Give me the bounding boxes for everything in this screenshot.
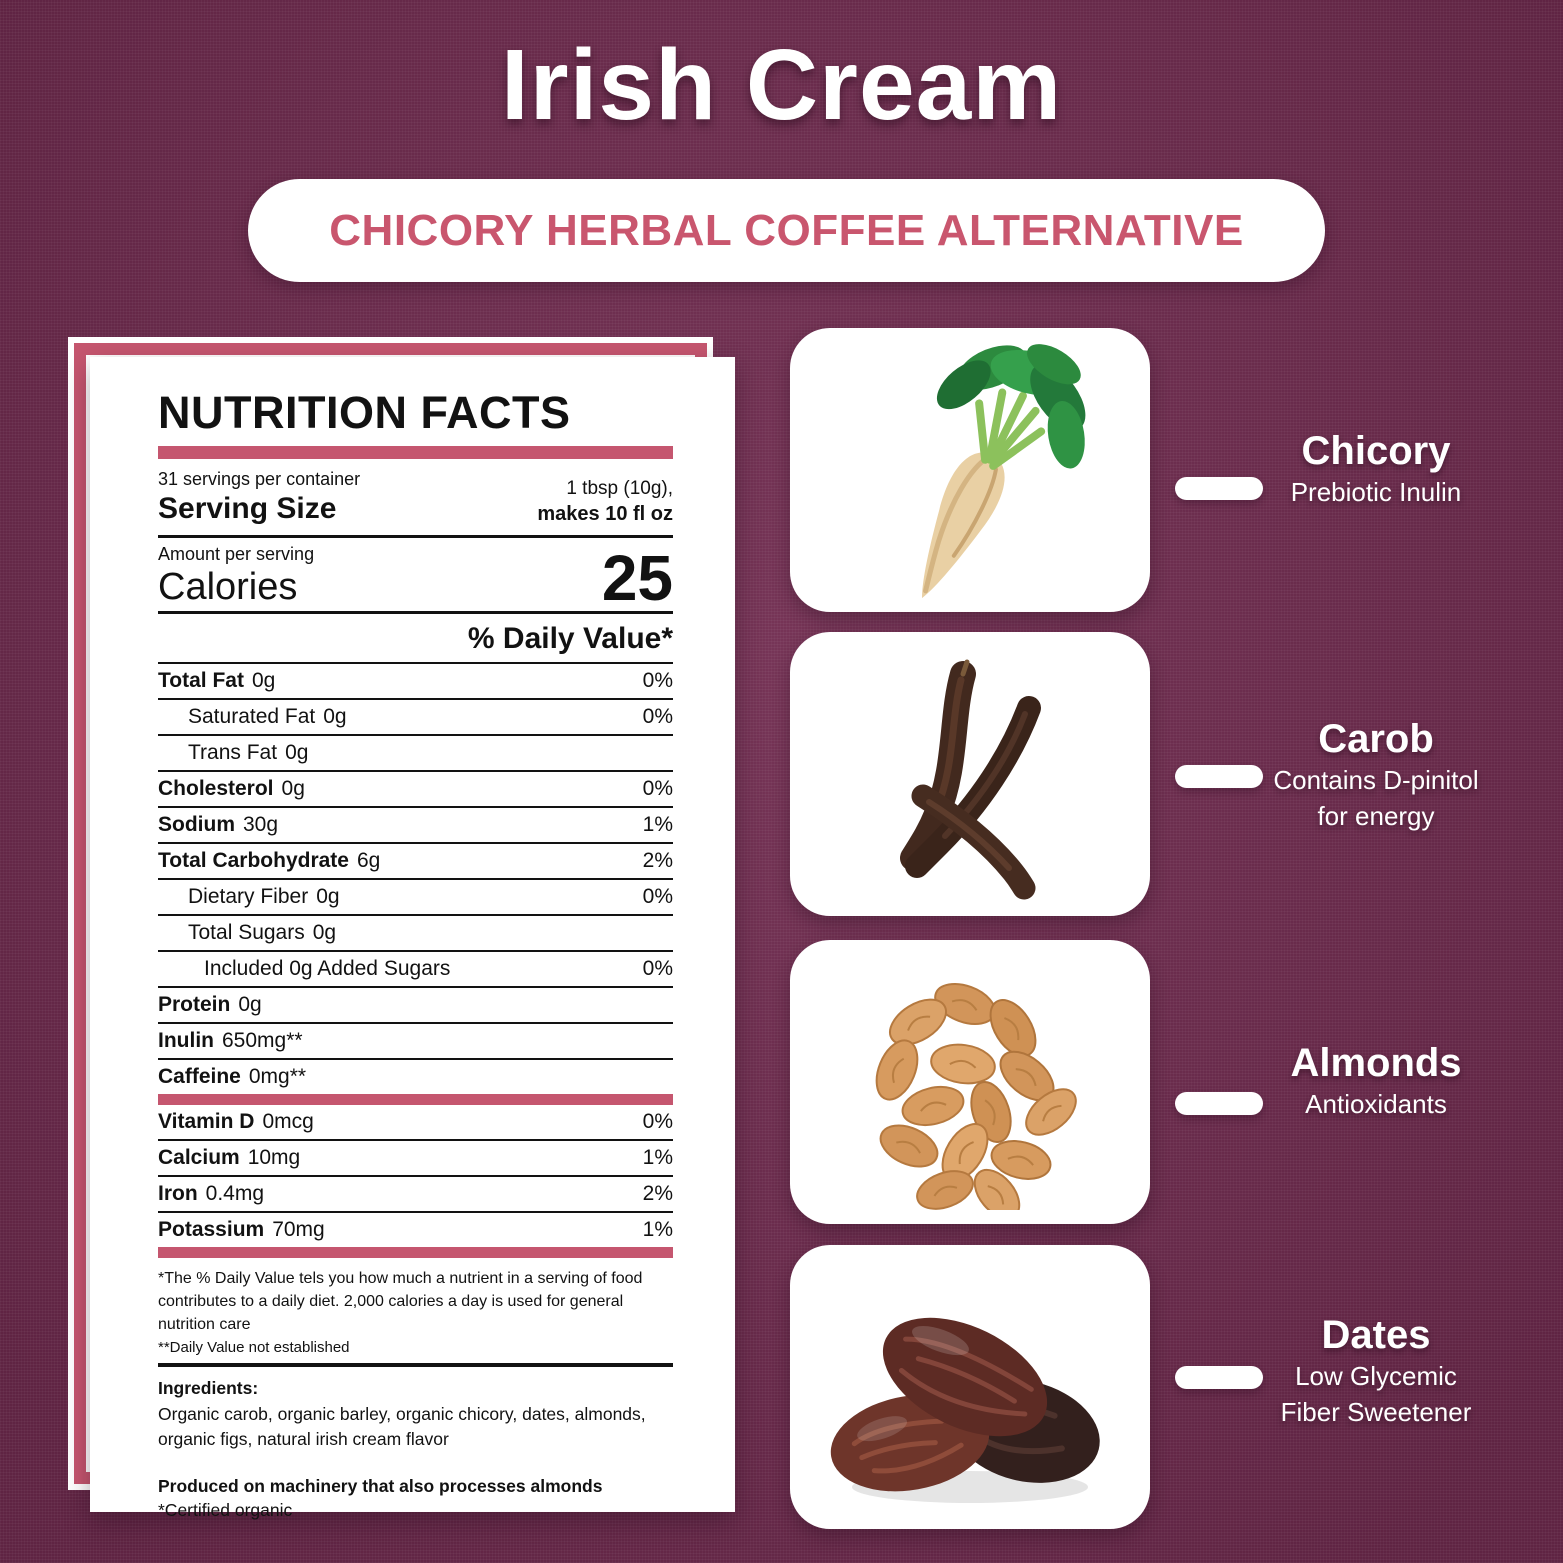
- nutrition-row-saturated-fat: Saturated Fat 0g 0%: [158, 700, 673, 737]
- nutrition-row-dietary-fiber: Dietary Fiber 0g 0%: [158, 880, 673, 917]
- row-name: Trans Fat 0g: [188, 741, 309, 765]
- row-name: Dietary Fiber 0g: [188, 885, 340, 909]
- row-percent: 2%: [642, 849, 673, 873]
- row-name: Protein 0g: [158, 993, 262, 1017]
- ingredient-description: Low Glycemic: [1295, 1361, 1457, 1391]
- nutrition-row-sodium: Sodium 30g 1%: [158, 808, 673, 845]
- daily-value-footnote: *The % Daily Value tels you how much a n…: [158, 1270, 643, 1334]
- nutrition-row-added-sugars: Included 0g Added Sugars 0%: [158, 952, 673, 989]
- ingredient-card-almonds: [790, 940, 1150, 1224]
- amount-per-serving: Amount per serving: [158, 544, 315, 565]
- row-percent: 1%: [642, 1146, 673, 1170]
- ingredient-description: Fiber Sweetener: [1280, 1397, 1472, 1428]
- ingredient-name: Dates: [1321, 1313, 1431, 1357]
- ingredient-label-chicory: Chicory Prebiotic Inulin: [1196, 428, 1556, 510]
- nutrition-row-potassium: Potassium 70mg 1%: [158, 1213, 673, 1247]
- subtitle-pill: CHICORY HERBAL COFFEE ALTERNATIVE: [248, 179, 1325, 282]
- row-name: Cholesterol 0g: [158, 777, 305, 801]
- row-name: Included 0g Added Sugars: [204, 957, 451, 981]
- ingredient-description: Antioxidants: [1305, 1089, 1447, 1119]
- row-percent: 1%: [642, 1218, 673, 1242]
- divider-bar: [158, 1094, 673, 1106]
- serving-size-left: 31 servings per container Serving Size: [158, 469, 360, 526]
- ingredients-section: Ingredients: Organic carob, organic barl…: [158, 1376, 673, 1453]
- row-name: Potassium 70mg: [158, 1218, 325, 1242]
- daily-value-footnote-2: **Daily Value not established: [158, 1338, 350, 1356]
- row-percent: 0%: [642, 957, 673, 981]
- ingredient-label-dates: Dates Low Glycemic Fiber Sweetener: [1196, 1312, 1556, 1431]
- ingredients-text: Organic carob, organic barley, organic c…: [158, 1404, 646, 1450]
- serving-size-section: 31 servings per container Serving Size 1…: [158, 459, 673, 539]
- certified-organic-note: *Certified organic: [158, 1500, 293, 1521]
- ingredient-card-carob: [790, 632, 1150, 916]
- serving-size-label: Serving Size: [158, 492, 337, 526]
- almond-pile-icon: [875, 983, 1077, 1210]
- ingredient-label-carob: Carob Contains D-pinitol for energy: [1196, 716, 1556, 835]
- row-name: Inulin 650mg**: [158, 1029, 303, 1053]
- nutrition-row-inulin: Inulin 650mg**: [158, 1024, 673, 1061]
- ingredient-description: Prebiotic Inulin: [1290, 477, 1462, 507]
- divider-bar: [158, 446, 673, 460]
- subtitle-text: CHICORY HERBAL COFFEE ALTERNATIVE: [329, 205, 1244, 255]
- row-name: Saturated Fat 0g: [188, 705, 347, 729]
- nutrition-facts-label: NUTRITION FACTS 31 servings per containe…: [90, 357, 735, 1520]
- nutrition-row-total-fat: Total Fat 0g 0%: [158, 664, 673, 701]
- calories-left: Amount per serving Calories: [158, 544, 314, 609]
- product-title: Irish Cream: [500, 29, 1063, 141]
- calories-section: Amount per serving Calories 25: [158, 538, 673, 615]
- connector-dash-carob: [1175, 765, 1263, 788]
- row-percent: 0%: [642, 705, 673, 729]
- row-name: Total Fat 0g: [158, 669, 276, 693]
- carob-pods-icon: [900, 659, 1041, 900]
- serving-size-volume: makes 10 fl oz: [537, 503, 673, 526]
- ingredient-card-dates: [790, 1245, 1150, 1529]
- row-percent: 0%: [642, 885, 673, 909]
- nutrition-facts-heading: NUTRITION FACTS: [158, 387, 571, 438]
- ingredients-heading: Ingredients:: [158, 1377, 259, 1398]
- nutrition-row-calcium: Calcium 10mg 1%: [158, 1141, 673, 1178]
- row-name: Iron 0.4mg: [158, 1182, 265, 1206]
- calories-label: Calories: [158, 566, 298, 609]
- row-percent: 0%: [642, 1110, 673, 1134]
- row-name: Vitamin D 0mcg: [158, 1110, 314, 1134]
- row-name: Caffeine 0mg**: [158, 1065, 307, 1089]
- thick-divider: [158, 1362, 673, 1367]
- row-name: Calcium 10mg: [158, 1146, 301, 1170]
- connector-dash-almonds: [1175, 1092, 1263, 1115]
- nutrition-row-caffeine: Caffeine 0mg**: [158, 1060, 673, 1094]
- connector-dash-dates: [1175, 1366, 1263, 1389]
- ingredient-name: Almonds: [1290, 1041, 1462, 1085]
- serving-size-amount: 1 tbsp (10g),: [566, 478, 673, 500]
- row-name: Sodium 30g: [158, 813, 279, 837]
- allergen-note: Produced on machinery that also processe…: [158, 1476, 603, 1497]
- ingredient-description: for energy: [1317, 801, 1435, 832]
- serving-size-value: 1 tbsp (10g), makes 10 fl oz: [537, 478, 673, 526]
- row-percent: 2%: [642, 1182, 673, 1206]
- servings-per-container: 31 servings per container: [158, 469, 361, 490]
- chicory-root-icon: [922, 344, 1086, 598]
- connector-dash-chicory: [1175, 477, 1263, 500]
- row-name: Total Carbohydrate 6g: [158, 849, 381, 873]
- ingredient-card-chicory: [790, 328, 1150, 612]
- ingredient-description: Contains D-pinitol: [1273, 765, 1479, 795]
- nutrition-row-cholesterol: Cholesterol 0g 0%: [158, 772, 673, 809]
- ingredient-name: Carob: [1318, 717, 1434, 761]
- daily-value-header: % Daily Value*: [158, 614, 673, 665]
- nutrition-row-total-carbohydrate: Total Carbohydrate 6g 2%: [158, 844, 673, 881]
- row-name: Total Sugars 0g: [188, 921, 337, 945]
- nutrition-row-vitamin-d: Vitamin D 0mcg 0%: [158, 1105, 673, 1142]
- medjool-dates-icon: [830, 1317, 1100, 1503]
- row-percent: 1%: [642, 813, 673, 837]
- ingredient-label-almonds: Almonds Antioxidants: [1196, 1040, 1556, 1122]
- row-percent: 0%: [642, 777, 673, 801]
- nutrition-row-iron: Iron 0.4mg 2%: [158, 1177, 673, 1214]
- nutrition-row-trans-fat: Trans Fat 0g: [158, 736, 673, 773]
- nutrition-row-total-sugars: Total Sugars 0g: [158, 916, 673, 953]
- nutrition-row-protein: Protein 0g: [158, 988, 673, 1025]
- calories-value: 25: [601, 542, 673, 615]
- divider-bar: [158, 1247, 673, 1259]
- row-percent: 0%: [642, 669, 673, 693]
- ingredient-name: Chicory: [1301, 429, 1451, 473]
